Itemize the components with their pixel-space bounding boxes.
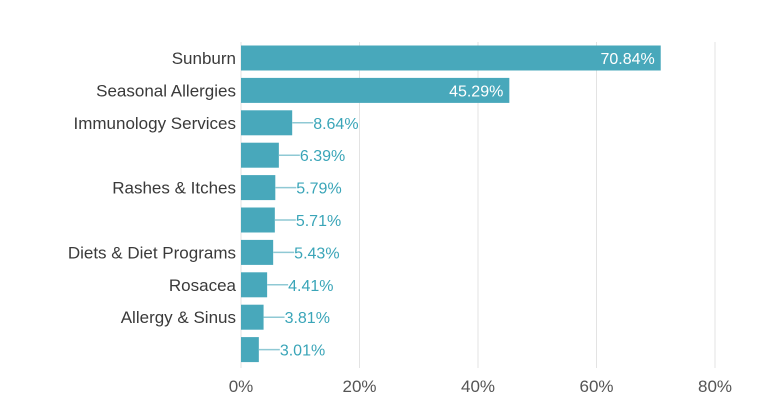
bar [241, 142, 279, 168]
x-tick-label: 40% [461, 377, 495, 396]
bar [241, 239, 274, 265]
category-label: Allergy & Sinus [121, 308, 236, 327]
bar [241, 304, 264, 330]
value-label: 3.81% [285, 310, 330, 327]
value-label: 3.01% [280, 343, 325, 360]
bar [241, 272, 268, 298]
category-labels: Sunburn Seasonal Allergies Immunology Serv… [68, 49, 237, 327]
bar [241, 337, 259, 363]
value-label: 4.41% [288, 278, 333, 295]
category-label: Rosacea [169, 276, 237, 295]
bars [241, 45, 661, 363]
value-label: 6.39% [300, 148, 345, 165]
x-tick-label: 0% [229, 377, 254, 396]
value-label: 45.29% [449, 83, 503, 100]
x-tick-label: 80% [698, 377, 732, 396]
bar [241, 175, 276, 201]
value-label: 5.43% [294, 245, 339, 262]
bar [241, 45, 661, 71]
value-label: 5.79% [296, 181, 341, 198]
category-label: Seasonal Allergies [96, 81, 236, 100]
bar [241, 207, 275, 233]
bar [241, 77, 510, 103]
category-label: Diets & Diet Programs [68, 243, 236, 262]
value-labels: 70.84% 45.29% 8.64% 6.39% 5.79% 5.71% 5.43% 4.4… [280, 51, 655, 360]
leader-lines [258, 122, 314, 351]
value-label: 5.71% [296, 213, 341, 230]
x-tick-label: 20% [342, 377, 376, 396]
category-label: Rashes & Itches [112, 179, 236, 198]
value-label: 8.64% [313, 116, 358, 133]
bar [241, 110, 293, 136]
value-label: 70.84% [600, 51, 654, 68]
category-label: Sunburn [172, 49, 236, 68]
x-axis-tick-labels: 0% 20% 40% 60% 80% [229, 377, 732, 396]
category-label: Immunology Services [73, 114, 236, 133]
x-tick-label: 60% [579, 377, 613, 396]
